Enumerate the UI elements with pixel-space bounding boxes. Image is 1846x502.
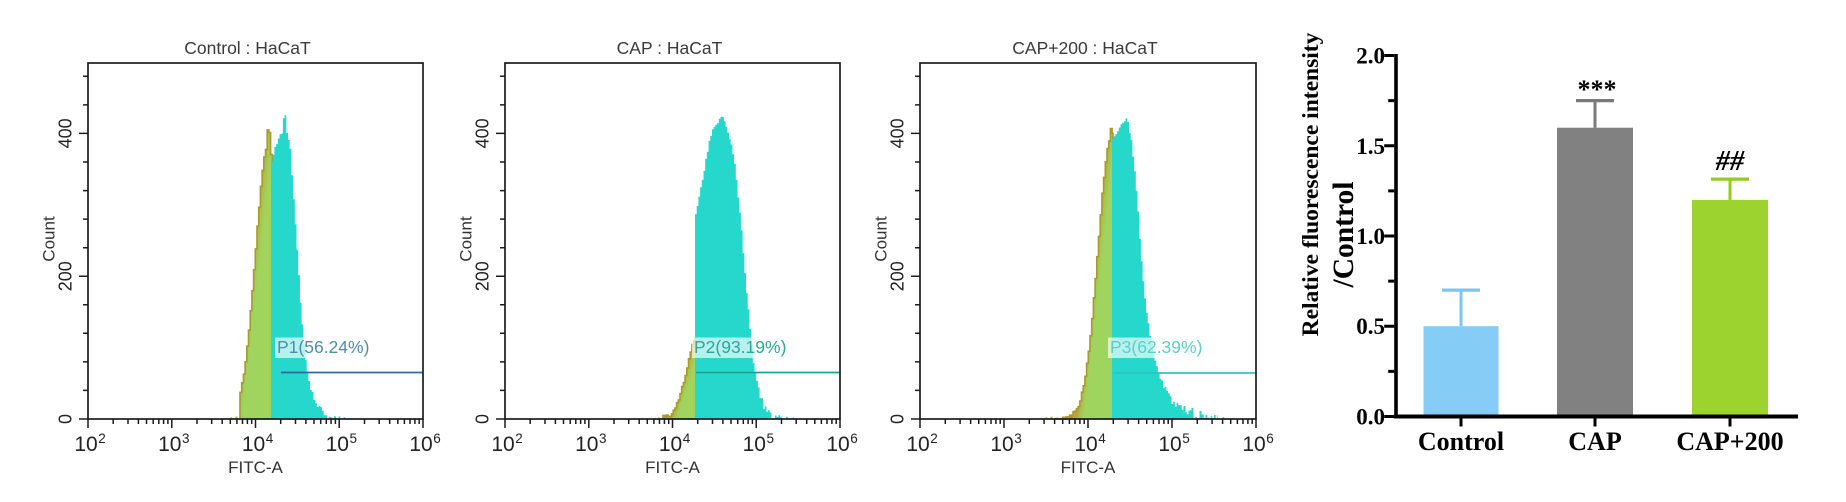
svg-text:Count: Count xyxy=(39,216,58,262)
svg-text:200: 200 xyxy=(888,261,908,291)
svg-text:200: 200 xyxy=(473,261,493,291)
svg-text:10: 10 xyxy=(659,433,682,456)
svg-text:10: 10 xyxy=(906,433,929,456)
svg-text:10: 10 xyxy=(990,433,1013,456)
svg-text:10: 10 xyxy=(743,433,766,456)
svg-text:400: 400 xyxy=(888,118,908,148)
svg-text:10: 10 xyxy=(409,433,432,456)
svg-text:P1(56.24%): P1(56.24%) xyxy=(277,337,369,357)
svg-text:0: 0 xyxy=(888,414,908,424)
svg-text:Relative fluorescence intensit: Relative fluorescence intensity xyxy=(1298,32,1324,336)
svg-text:10: 10 xyxy=(575,433,598,456)
svg-text:FITC-A: FITC-A xyxy=(645,458,700,477)
svg-text:0: 0 xyxy=(56,414,76,424)
svg-text:10: 10 xyxy=(158,433,181,456)
svg-text:200: 200 xyxy=(56,261,76,291)
svg-text:CAP+200: CAP+200 xyxy=(1676,427,1783,456)
svg-text:5: 5 xyxy=(766,431,774,446)
svg-text:##: ## xyxy=(1715,146,1745,177)
svg-text:0.0: 0.0 xyxy=(1356,405,1385,430)
svg-text:***: *** xyxy=(1578,75,1617,104)
svg-text:1.0: 1.0 xyxy=(1356,224,1385,249)
svg-text:P3(62.39%): P3(62.39%) xyxy=(1110,337,1202,357)
svg-text:FITC-A: FITC-A xyxy=(228,458,283,477)
svg-text:0: 0 xyxy=(473,414,493,424)
svg-text:2: 2 xyxy=(515,431,523,446)
svg-text:3: 3 xyxy=(182,431,190,446)
svg-text:Control : HaCaT: Control : HaCaT xyxy=(184,38,311,58)
svg-text:4: 4 xyxy=(1098,431,1106,446)
svg-text:10: 10 xyxy=(1158,433,1181,456)
svg-text:3: 3 xyxy=(599,431,607,446)
svg-text:1.5: 1.5 xyxy=(1356,134,1385,159)
svg-text:400: 400 xyxy=(56,118,76,148)
svg-text:10: 10 xyxy=(242,433,265,456)
svg-text:4: 4 xyxy=(683,431,691,446)
svg-text:5: 5 xyxy=(1182,431,1190,446)
svg-text:10: 10 xyxy=(74,433,97,456)
svg-text:Count: Count xyxy=(456,216,475,262)
svg-text:FITC-A: FITC-A xyxy=(1061,458,1116,477)
svg-text:Control: Control xyxy=(1418,427,1504,456)
svg-text:CAP : HaCaT: CAP : HaCaT xyxy=(617,38,723,58)
svg-text:10: 10 xyxy=(1242,433,1265,456)
svg-text:CAP: CAP xyxy=(1568,427,1622,456)
svg-text:CAP+200 : HaCaT: CAP+200 : HaCaT xyxy=(1012,38,1158,58)
svg-text:6: 6 xyxy=(433,431,441,446)
svg-text:10: 10 xyxy=(826,433,849,456)
svg-text:2: 2 xyxy=(930,431,938,446)
svg-text:6: 6 xyxy=(850,431,858,446)
svg-text:400: 400 xyxy=(473,118,493,148)
svg-text:2: 2 xyxy=(98,431,106,446)
svg-text:4: 4 xyxy=(266,431,274,446)
svg-text:2.0: 2.0 xyxy=(1356,44,1385,69)
svg-text:/Control: /Control xyxy=(1328,182,1360,289)
svg-text:3: 3 xyxy=(1014,431,1022,446)
svg-text:5: 5 xyxy=(349,431,357,446)
svg-text:10: 10 xyxy=(1074,433,1097,456)
svg-text:10: 10 xyxy=(326,433,349,456)
svg-text:Count: Count xyxy=(871,216,890,262)
svg-text:P2(93.19%): P2(93.19%) xyxy=(694,337,786,357)
svg-text:10: 10 xyxy=(491,433,514,456)
svg-text:0.5: 0.5 xyxy=(1356,314,1385,339)
svg-text:6: 6 xyxy=(1266,431,1274,446)
